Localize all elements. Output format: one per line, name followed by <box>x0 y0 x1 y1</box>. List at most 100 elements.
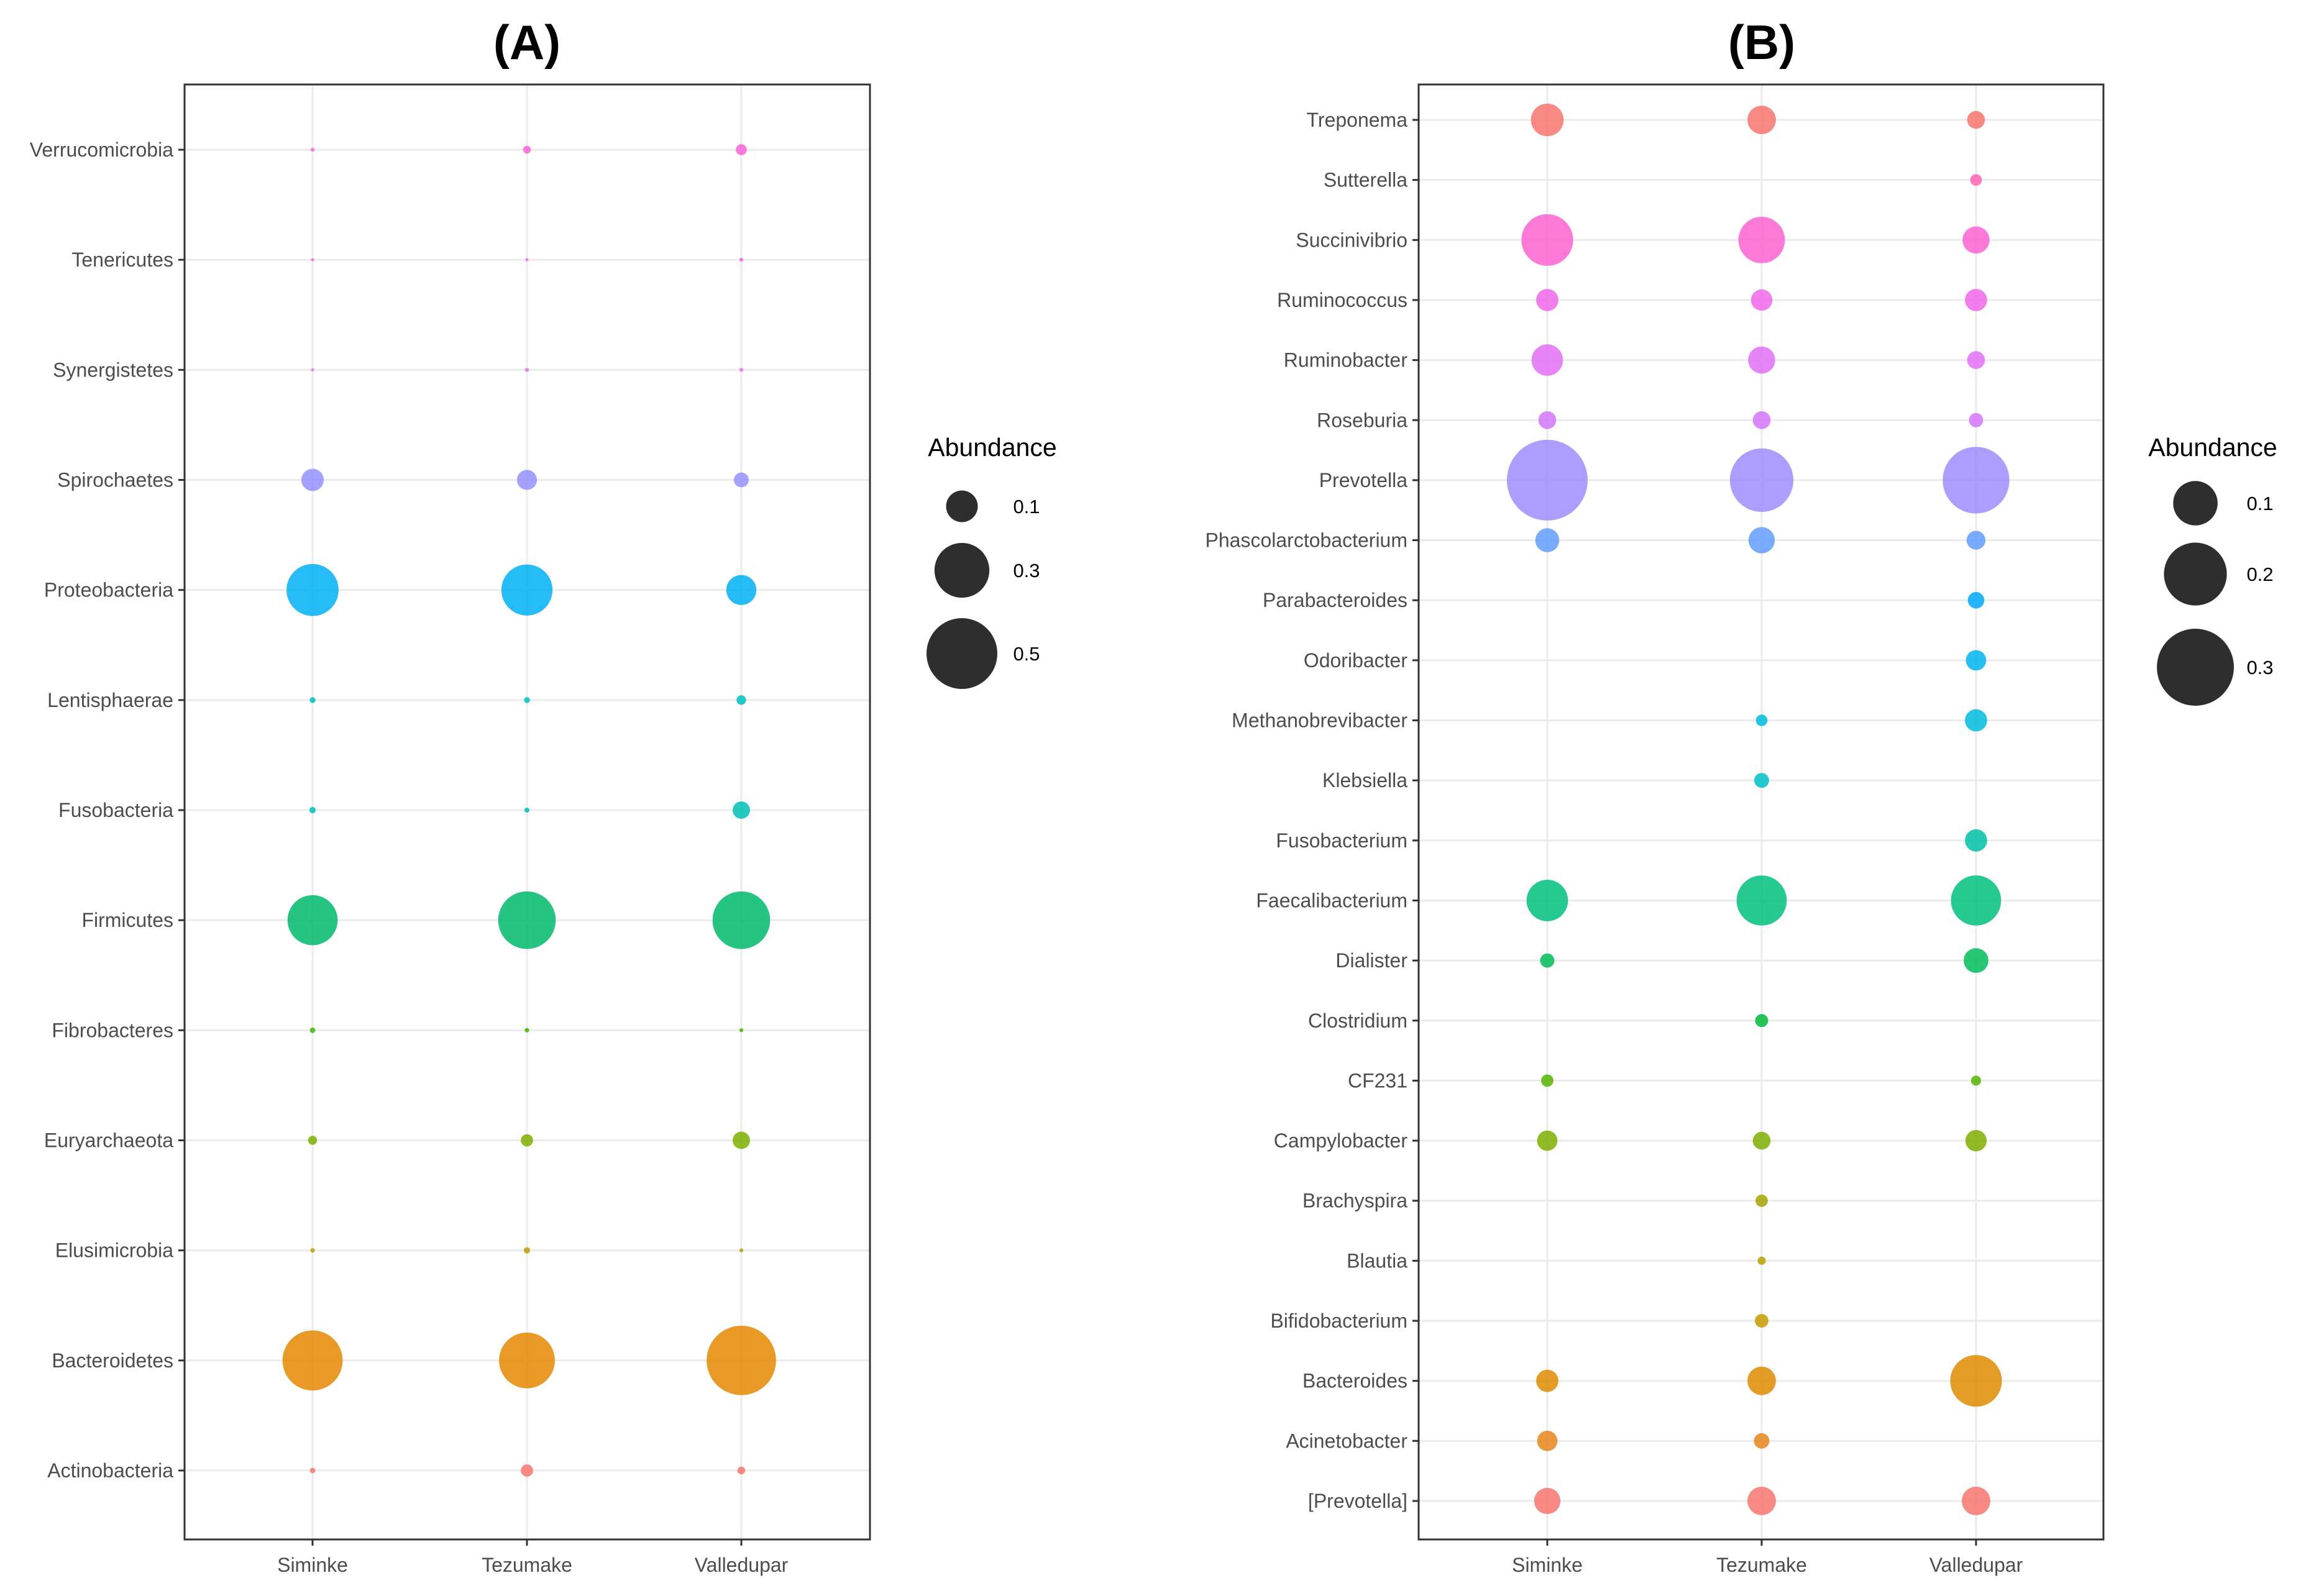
y-tick-label: Verrucomicrobia <box>30 139 173 161</box>
bubble-ruminobacter-tezumake <box>1748 346 1775 374</box>
x-tick-label: Tezumake <box>482 1554 572 1576</box>
bubble-spirochaetes-siminke <box>301 468 324 491</box>
bubble-ruminobacter-siminke <box>1531 344 1563 376</box>
bubble-prevotella-valledupar <box>1962 1487 1990 1515</box>
y-tick-label: Dialister <box>1335 949 1407 972</box>
bubble-faecalibacterium-valledupar <box>1951 875 2002 926</box>
y-tick-label: Fusobacteria <box>58 799 173 821</box>
y-tick-label: Prevotella <box>1319 469 1408 491</box>
bubble-dialister-siminke <box>1540 953 1555 968</box>
bubble-tenericutes-siminke <box>311 258 314 262</box>
bubble-euryarchaeota-siminke <box>308 1136 318 1145</box>
x-tick-label: Valledupar <box>695 1554 789 1576</box>
bubble-parabacteroides-valledupar <box>1967 591 1985 609</box>
bubble-cf231-siminke <box>1541 1074 1553 1087</box>
bubble-faecalibacterium-siminke <box>1526 880 1568 921</box>
bubble-methanobrevibacter-valledupar <box>1965 709 1987 732</box>
bubble-verrucomicrobia-tezumake <box>523 145 531 154</box>
legend-key-1 <box>934 542 990 598</box>
panel-a-size-legend: Abundance 0.1 0.3 0.5 <box>927 433 1057 689</box>
y-tick-label: Sutterella <box>1324 169 1407 191</box>
y-tick-label: Bacteroidetes <box>52 1349 173 1372</box>
y-tick-label: Acinetobacter <box>1286 1430 1407 1452</box>
bubble-tenericutes-tezumake <box>525 258 529 262</box>
bubble-treponema-tezumake <box>1747 106 1776 134</box>
bubble-blautia-tezumake <box>1757 1256 1766 1265</box>
bubble-actinobacteria-valledupar <box>737 1466 746 1475</box>
bubble-ruminococcus-siminke <box>1536 289 1558 311</box>
legend-label: 0.5 <box>1013 643 1040 665</box>
y-tick-label: Brachyspira <box>1302 1190 1407 1212</box>
bubble-lentisphaerae-tezumake <box>524 697 530 703</box>
bubble-methanobrevibacter-tezumake <box>1755 714 1768 726</box>
bubble-proteobacteria-tezumake <box>501 564 553 616</box>
y-tick-label: Elusimicrobia <box>55 1239 173 1262</box>
y-tick-label: Bacteroides <box>1302 1370 1407 1392</box>
legend-key-1 <box>2164 542 2227 606</box>
panel-b-y-axis: Treponema Sutterella Succinivibrio Ruminoco… <box>1206 109 1419 1512</box>
bubble-prevotella-tezumake <box>1729 448 1794 513</box>
bubble-roseburia-siminke <box>1538 411 1557 429</box>
bubble-campylobacter-tezumake <box>1752 1131 1771 1150</box>
y-tick-label: Phascolarctobacterium <box>1206 529 1407 552</box>
y-tick-label: Clostridium <box>1308 1010 1407 1032</box>
y-tick-label: Synergistetes <box>53 358 173 381</box>
bubble-cf231-valledupar <box>1970 1075 1982 1086</box>
bubble-synergistetes-tezumake <box>524 368 529 372</box>
bubble-prevotella-siminke <box>1534 1487 1561 1515</box>
y-tick-label: Spirochaetes <box>57 469 173 491</box>
legend-label: 0.3 <box>1013 560 1040 581</box>
y-tick-label: [Prevotella] <box>1308 1490 1407 1512</box>
y-tick-label: Odoribacter <box>1304 649 1408 672</box>
bubble-fibrobacteres-valledupar <box>739 1028 744 1033</box>
y-tick-label: Lentisphaerae <box>47 689 173 711</box>
bubble-elusimicrobia-valledupar <box>739 1248 744 1252</box>
y-tick-label: Fibrobacteres <box>52 1019 173 1041</box>
bubble-fusobacteria-siminke <box>309 806 316 814</box>
y-tick-label: Klebsiella <box>1322 769 1407 791</box>
x-tick-label: Tezumake <box>1716 1554 1807 1576</box>
bubble-firmicutes-valledupar <box>712 891 771 949</box>
legend-key-2 <box>2157 629 2234 706</box>
bubble-euryarchaeota-tezumake <box>521 1134 533 1147</box>
bubble-klebsiella-tezumake <box>1754 773 1769 788</box>
bubble-spirochaetes-valledupar <box>734 472 749 488</box>
legend-label: 0.1 <box>1013 496 1040 518</box>
legend-label: 0.3 <box>2246 657 2273 678</box>
bubble-acinetobacter-tezumake <box>1754 1433 1770 1449</box>
bubble-elusimicrobia-siminke <box>310 1248 315 1253</box>
y-tick-label: Roseburia <box>1317 409 1407 431</box>
bubble-verrucomicrobia-siminke <box>310 147 315 152</box>
bubble-prevotella-valledupar <box>1942 447 2010 514</box>
y-tick-label: Euryarchaeota <box>44 1129 173 1152</box>
bubble-lentisphaerae-valledupar <box>736 695 746 705</box>
bubble-fusobacterium-valledupar <box>1965 829 1987 852</box>
y-tick-label: Fusobacterium <box>1276 829 1407 852</box>
x-tick-label: Valledupar <box>1929 1554 2023 1576</box>
panel-b-legend-title: Abundance <box>2148 433 2277 462</box>
bubble-treponema-valledupar <box>1967 111 1985 129</box>
y-tick-label: Tenericutes <box>71 249 173 271</box>
panel-b-size-legend: Abundance 0.1 0.2 0.3 <box>2148 433 2277 706</box>
legend-key-2 <box>927 618 997 689</box>
bubble-succinivibrio-tezumake <box>1738 216 1785 263</box>
bubble-treponema-siminke <box>1530 103 1564 137</box>
panel-a-bubbles <box>282 144 776 1477</box>
y-tick-label: Blautia <box>1347 1249 1407 1272</box>
bubble-actinobacteria-siminke <box>309 1467 316 1474</box>
bubble-bacteroides-tezumake <box>1747 1366 1776 1395</box>
bubble-phascolarctobacterium-tezumake <box>1748 527 1775 554</box>
legend-key-0 <box>2173 481 2218 526</box>
bubble-lentisphaerae-siminke <box>309 697 316 703</box>
x-tick-label: Siminke <box>1512 1554 1583 1576</box>
bubble-ruminobacter-valledupar <box>1967 351 1985 369</box>
bubble-clostridium-tezumake <box>1755 1014 1768 1028</box>
bubble-synergistetes-valledupar <box>739 368 744 372</box>
bubble-firmicutes-siminke <box>287 895 338 946</box>
bubble-fibrobacteres-siminke <box>309 1027 316 1033</box>
bubble-proteobacteria-siminke <box>286 563 339 616</box>
bubble-phascolarctobacterium-siminke <box>1535 528 1560 552</box>
bubble-actinobacteria-tezumake <box>521 1464 533 1477</box>
panel-b: (B) Treponema Sutterella Succinivibrio Rumi… <box>1206 15 2277 1576</box>
bubble-roseburia-valledupar <box>1969 413 1983 427</box>
